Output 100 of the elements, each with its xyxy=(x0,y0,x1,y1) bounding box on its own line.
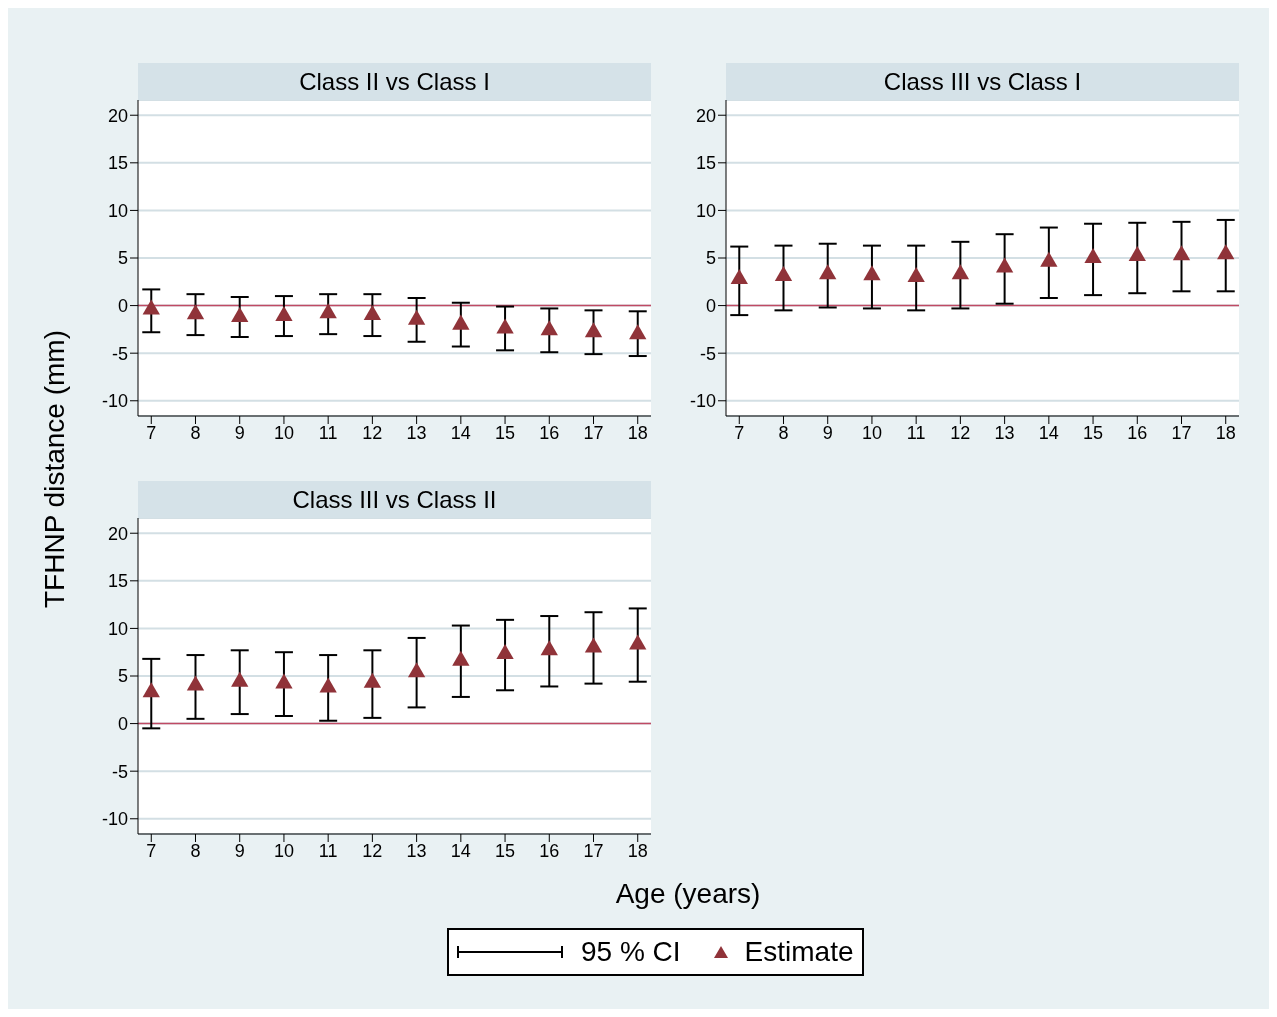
point xyxy=(540,320,558,336)
x-tick-label: 7 xyxy=(146,422,157,443)
x-tick-label: 11 xyxy=(906,422,926,443)
point xyxy=(629,634,647,650)
point xyxy=(540,640,558,656)
point xyxy=(452,650,470,666)
point xyxy=(275,673,293,689)
point xyxy=(319,677,337,693)
text: 95 % CI xyxy=(581,936,681,968)
y-tick-label: -10 xyxy=(689,391,716,412)
point xyxy=(452,314,470,330)
point xyxy=(186,675,205,691)
x-tick-label: 18 xyxy=(1215,422,1236,443)
y-tick-label: 10 xyxy=(107,200,128,221)
point xyxy=(407,309,426,325)
y-tick-label: 0 xyxy=(117,713,128,734)
x-tick-label: 13 xyxy=(994,422,1015,443)
x-tick-label: 13 xyxy=(406,840,427,861)
point xyxy=(951,264,970,280)
point xyxy=(1128,246,1146,262)
x-axis-title: Age (years) xyxy=(614,878,762,910)
point xyxy=(407,662,426,678)
y-tick-label: -10 xyxy=(101,391,128,412)
y-tick-label: 20 xyxy=(107,523,128,544)
y-tick-label: 20 xyxy=(107,105,128,126)
point xyxy=(629,324,647,340)
y-tick-label: 5 xyxy=(705,248,716,269)
x-tick-label: 17 xyxy=(1171,422,1192,443)
point xyxy=(1217,244,1235,260)
chart-title: Class III vs Class I xyxy=(883,68,1082,95)
x-tick-label: 7 xyxy=(146,840,157,861)
x-tick-label: 9 xyxy=(234,422,245,443)
x-tick-label: 7 xyxy=(734,422,745,443)
x-tick-label: 8 xyxy=(190,422,201,443)
x-tick-label: 14 xyxy=(450,422,471,443)
point xyxy=(231,307,249,323)
x-tick-label: 11 xyxy=(318,840,338,861)
x-tick-label: 9 xyxy=(234,840,245,861)
point xyxy=(1040,251,1058,267)
y-tick-label: 0 xyxy=(117,295,128,316)
x-tick-label: 13 xyxy=(406,422,427,443)
y-tick-label: 20 xyxy=(695,105,716,126)
x-tick-label: 8 xyxy=(190,840,201,861)
x-tick-label: 17 xyxy=(583,840,604,861)
point xyxy=(774,266,793,282)
x-tick-label: 12 xyxy=(362,422,383,443)
point xyxy=(319,303,337,319)
legend-label: Estimate xyxy=(744,936,854,968)
point xyxy=(1084,248,1102,263)
point xyxy=(496,644,514,660)
y-tick-label: 15 xyxy=(695,153,716,174)
x-tick-label: 15 xyxy=(1083,422,1104,443)
y-tick-label: 15 xyxy=(107,153,128,174)
y-tick-label: 10 xyxy=(695,200,716,221)
y-tick-label: 10 xyxy=(107,618,128,639)
x-tick-label: 10 xyxy=(273,422,294,443)
x-tick-label: 12 xyxy=(362,840,383,861)
point xyxy=(363,672,382,688)
point xyxy=(496,318,514,334)
point xyxy=(142,299,160,315)
point xyxy=(995,257,1014,273)
y-tick-label: 15 xyxy=(107,571,128,592)
point xyxy=(186,304,205,320)
y-tick-label: -5 xyxy=(111,761,128,782)
point xyxy=(584,322,603,338)
x-tick-label: 10 xyxy=(861,422,882,443)
x-tick-label: 10 xyxy=(273,840,294,861)
point xyxy=(584,637,603,653)
point xyxy=(907,267,925,283)
x-tick-label: 15 xyxy=(495,840,516,861)
x-tick-label: 16 xyxy=(539,840,560,861)
point xyxy=(275,306,293,322)
y-tick-label: 0 xyxy=(705,295,716,316)
point xyxy=(231,671,249,687)
x-tick-label: 15 xyxy=(495,422,516,443)
point xyxy=(363,305,382,321)
chart-title: Class II vs Class I xyxy=(299,68,490,95)
x-tick-label: 12 xyxy=(950,422,971,443)
x-tick-label: 8 xyxy=(778,422,789,443)
y-tick-label: 5 xyxy=(117,666,128,687)
x-tick-label: 17 xyxy=(583,422,604,443)
point xyxy=(819,264,837,280)
y-tick-label: -5 xyxy=(111,343,128,364)
x-tick-label: 18 xyxy=(627,840,648,861)
y-tick-label: 5 xyxy=(117,248,128,269)
point xyxy=(142,682,160,698)
y-tick-label: -10 xyxy=(101,809,128,830)
chart-title: Class III vs Class II xyxy=(292,486,497,513)
point xyxy=(863,265,881,281)
x-tick-label: 14 xyxy=(1038,422,1059,443)
x-tick-label: 9 xyxy=(822,422,833,443)
point xyxy=(1172,245,1191,261)
y-axis-title: TFHNP distance (mm) xyxy=(39,329,71,610)
point xyxy=(730,268,748,284)
x-tick-label: 14 xyxy=(450,840,471,861)
x-tick-label: 16 xyxy=(539,422,560,443)
y-tick-label: -5 xyxy=(699,343,716,364)
x-tick-label: 11 xyxy=(318,422,338,443)
x-tick-label: 16 xyxy=(1127,422,1148,443)
x-tick-label: 18 xyxy=(627,422,648,443)
